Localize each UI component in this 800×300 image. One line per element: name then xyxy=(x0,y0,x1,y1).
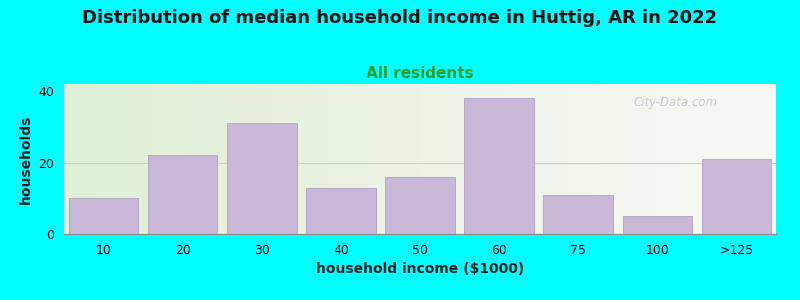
Bar xyxy=(622,216,692,234)
Text: City-Data.com: City-Data.com xyxy=(634,96,718,109)
Text: Distribution of median household income in Huttig, AR in 2022: Distribution of median household income … xyxy=(82,9,718,27)
Bar xyxy=(464,98,534,234)
Bar xyxy=(69,198,138,234)
Title: All residents: All residents xyxy=(366,66,474,81)
X-axis label: household income ($1000): household income ($1000) xyxy=(316,262,524,276)
Bar xyxy=(227,123,297,234)
Bar xyxy=(306,188,376,234)
Y-axis label: households: households xyxy=(19,114,33,204)
Bar xyxy=(385,177,455,234)
Bar xyxy=(702,159,771,234)
Bar xyxy=(543,195,613,234)
Bar xyxy=(148,155,218,234)
